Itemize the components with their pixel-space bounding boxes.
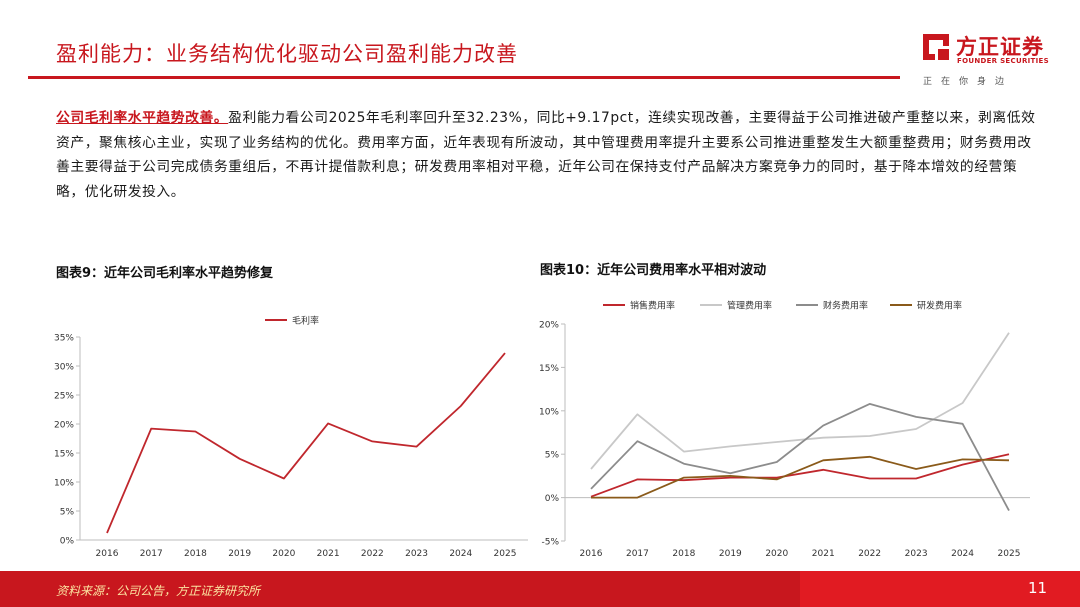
series-line-3 xyxy=(590,403,1010,512)
y-tick-label: 0% xyxy=(60,537,75,547)
x-tick-label: 2018 xyxy=(184,549,207,559)
brand-logo: 方正证券 FOUNDER SECURITIES 正在你身边 xyxy=(921,32,1061,90)
logo-slogan: 正在你身边 xyxy=(923,77,1014,87)
x-tick-label: 2020 xyxy=(272,549,295,559)
y-tick-label: 5% xyxy=(60,508,75,518)
expense-ratio-chart: -5% 0% 5% 10% 15% 20% 2016 2017 2018 2019 2020 2021… xyxy=(539,300,1030,559)
x-tick-label: 2022 xyxy=(361,549,384,559)
y-tick-label: 10% xyxy=(539,407,559,417)
series-line-1 xyxy=(106,352,506,534)
y-tick-label: -5% xyxy=(541,538,559,548)
y-tick-label: 20% xyxy=(54,421,74,431)
x-tick-label: 2022 xyxy=(858,549,881,559)
founder-logo-icon xyxy=(923,34,949,60)
legend-label: 销售费用率 xyxy=(630,300,675,312)
paragraph-lead: 公司毛利率水平趋势改善。 xyxy=(56,110,229,126)
x-tick-label: 2018 xyxy=(672,549,695,559)
x-tick-label: 2023 xyxy=(905,549,928,559)
logo-name-cn: 方正证券 xyxy=(956,35,1044,59)
y-tick-label: 35% xyxy=(54,334,74,344)
y-tick-label: 10% xyxy=(54,479,74,489)
chart10-title: 图表10：近年公司费用率水平相对波动 xyxy=(540,263,767,278)
x-tick-label: 2019 xyxy=(719,549,742,559)
logo-name-en: FOUNDER SECURITIES xyxy=(957,57,1049,65)
x-tick-label: 2017 xyxy=(140,549,163,559)
y-tick-label: 25% xyxy=(54,392,74,402)
x-tick-label: 2023 xyxy=(405,549,428,559)
x-tick-label: 2016 xyxy=(96,549,119,559)
series-line-1 xyxy=(590,453,1010,498)
y-tick-label: 20% xyxy=(539,321,559,331)
legend-label: 毛利率 xyxy=(292,315,319,327)
x-tick-label: 2017 xyxy=(626,549,649,559)
y-tick-label: 30% xyxy=(54,363,74,373)
title-divider xyxy=(28,76,900,79)
series-line-4 xyxy=(591,455,1010,499)
x-tick-label: 2021 xyxy=(812,549,835,559)
x-tick-label: 2025 xyxy=(998,549,1021,559)
legend-label: 研发费用率 xyxy=(917,300,962,312)
x-tick-label: 2020 xyxy=(765,549,788,559)
chart9-title: 图表9：近年公司毛利率水平趋势修复 xyxy=(56,266,274,281)
paragraph-text: 盈利能力看公司2025年毛利率回升至32.23%，同比+9.17pct，连续实现… xyxy=(56,110,1036,200)
legend-label: 管理费用率 xyxy=(727,300,772,312)
y-tick-label: 15% xyxy=(539,364,559,374)
footer-source-band: 资料来源：公司公告，方正证券研究所 xyxy=(0,571,800,607)
footer-bar: 资料来源：公司公告，方正证券研究所 11 xyxy=(0,571,1080,607)
y-tick-label: 5% xyxy=(545,451,560,461)
x-tick-label: 2024 xyxy=(449,549,472,559)
source-note: 资料来源：公司公告，方正证券研究所 xyxy=(56,584,261,598)
x-tick-label: 2019 xyxy=(228,549,251,559)
legend-label: 财务费用率 xyxy=(823,300,868,312)
series-line-2 xyxy=(590,332,1010,470)
x-tick-label: 2021 xyxy=(317,549,340,559)
x-tick-label: 2025 xyxy=(494,549,517,559)
page-number: 11 xyxy=(1028,579,1048,597)
y-tick-label: 15% xyxy=(54,450,74,460)
page-title: 盈利能力：业务结构优化驱动公司盈利能力改善 xyxy=(56,42,518,66)
gross-margin-chart: 0% 5% 10% 15% 20% 25% 30% 35% 2016 2017 2018 2019 20… xyxy=(54,315,528,559)
summary-paragraph: 公司毛利率水平趋势改善。盈利能力看公司2025年毛利率回升至32.23%，同比+… xyxy=(56,106,1036,204)
x-tick-label: 2024 xyxy=(951,549,974,559)
x-tick-label: 2016 xyxy=(580,549,603,559)
y-tick-label: 0% xyxy=(545,494,560,504)
